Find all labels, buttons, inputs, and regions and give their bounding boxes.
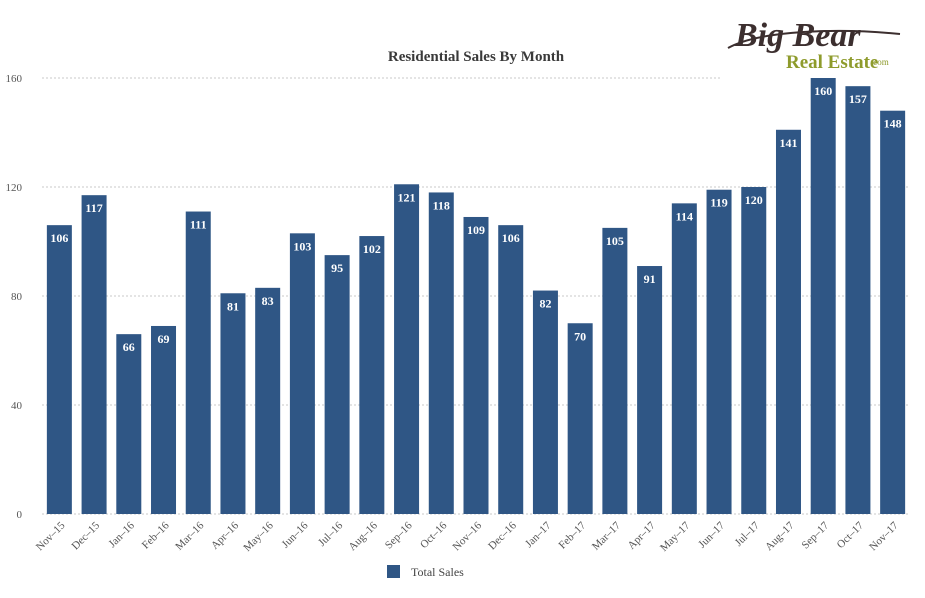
y-tick-label: 160 (6, 73, 23, 85)
x-tick-label: Jan–17 (523, 519, 554, 550)
x-tick-label: Oct–16 (418, 519, 450, 551)
bar (185, 211, 211, 514)
bar-value-label: 106 (50, 231, 68, 245)
x-tick-label: Feb–16 (140, 519, 172, 551)
bar-value-label: 118 (433, 198, 450, 212)
bars (46, 78, 906, 515)
bar (151, 325, 177, 514)
bar-value-label: 106 (502, 231, 520, 245)
x-tick-label: Nov–15 (34, 519, 68, 553)
x-tick-label: Oct–17 (835, 519, 867, 551)
legend-label: Total Sales (411, 565, 464, 579)
x-tick-label: Apr–17 (625, 519, 658, 552)
x-tick-label: Nov–16 (451, 519, 485, 553)
bar (845, 86, 871, 515)
x-tick-label: Jun–16 (280, 519, 311, 550)
x-tick-label: Mar–17 (590, 519, 623, 552)
x-tick-label: Nov–17 (867, 519, 901, 553)
bar-value-label: 69 (158, 332, 170, 346)
bar-value-label: 83 (262, 294, 274, 308)
x-tick-label: Apr–16 (209, 519, 242, 552)
x-tick-label: Sep–17 (800, 519, 832, 551)
bar (394, 184, 420, 514)
bar (116, 334, 142, 514)
bar-value-label: 111 (190, 218, 207, 232)
y-tick-label: 0 (17, 509, 23, 521)
bar (532, 290, 558, 514)
y-tick-label: 80 (11, 291, 23, 303)
bar-value-label: 148 (884, 117, 902, 131)
bar (567, 323, 593, 514)
bar (359, 236, 385, 515)
bar-value-label: 82 (539, 297, 551, 311)
x-tick-label: Jan–16 (106, 519, 137, 550)
bar-value-label: 109 (467, 223, 485, 237)
logo-swoosh (727, 29, 901, 49)
logo-subtitle: Real Estate (786, 52, 878, 73)
brand-logo: Big Bear Real Estate .com (727, 17, 901, 73)
x-tick-label: Sep–16 (383, 519, 415, 551)
x-tick-label: Mar–16 (173, 519, 206, 552)
x-tick-label: Dec–15 (70, 519, 103, 552)
x-tick-label: Jun–17 (696, 519, 727, 550)
bar-value-label: 121 (398, 190, 416, 204)
bar (775, 129, 801, 514)
bar-value-label: 160 (814, 84, 832, 98)
bar (810, 78, 836, 514)
bar (602, 227, 628, 514)
legend-swatch (387, 565, 400, 578)
bar-value-label: 119 (710, 196, 727, 210)
logo-suffix: .com (871, 57, 889, 67)
bar-value-label: 157 (849, 92, 867, 106)
x-axis: Nov–15 Dec–15 Jan–16 Feb–16 Mar–16 Apr–16 May–… (34, 519, 901, 554)
bar-value-label: 141 (779, 136, 797, 150)
x-tick-label: Dec–16 (486, 519, 519, 552)
bar (81, 195, 107, 515)
x-tick-label: Feb–17 (556, 519, 588, 551)
legend: Total Sales (387, 565, 464, 579)
bar-value-label: 117 (85, 201, 102, 215)
bar (498, 225, 524, 514)
bar-value-label: 66 (123, 340, 135, 354)
x-tick-label: May–16 (241, 519, 276, 554)
y-tick-label: 40 (11, 400, 23, 412)
bar-value-label: 102 (363, 242, 381, 256)
bar (324, 255, 350, 514)
bar (46, 225, 72, 514)
data-labels: 106 117 66 69 111 81 83 103 95 102 121 118 109 106 82 7… (50, 84, 901, 354)
x-tick-label: Jul–16 (316, 519, 346, 549)
bar-value-label: 95 (331, 261, 343, 275)
bar (289, 233, 315, 514)
y-axis: 0 40 80 120 160 (6, 73, 23, 521)
bar-value-label: 103 (293, 239, 311, 253)
y-tick-label: 120 (6, 182, 23, 194)
x-tick-label: May–17 (658, 519, 693, 554)
bar-value-label: 81 (227, 299, 239, 313)
bar-value-label: 105 (606, 234, 624, 248)
bar-value-label: 70 (574, 329, 586, 343)
bar (428, 192, 454, 514)
bar (741, 187, 767, 514)
bar-value-label: 114 (676, 209, 693, 223)
logo-title: Big Bear (734, 17, 861, 54)
bar (706, 189, 732, 514)
x-tick-label: Aug–17 (763, 519, 797, 553)
bar (637, 266, 663, 514)
bar-value-label: 120 (745, 193, 763, 207)
x-tick-label: Jul–17 (733, 519, 763, 549)
chart-title: Residential Sales By Month (388, 49, 565, 65)
bar (463, 216, 489, 514)
bar (880, 110, 906, 514)
x-tick-label: Aug–16 (346, 519, 380, 553)
bar (220, 293, 246, 514)
bar-value-label: 91 (644, 272, 656, 286)
bar (671, 203, 697, 514)
bar (255, 287, 281, 514)
